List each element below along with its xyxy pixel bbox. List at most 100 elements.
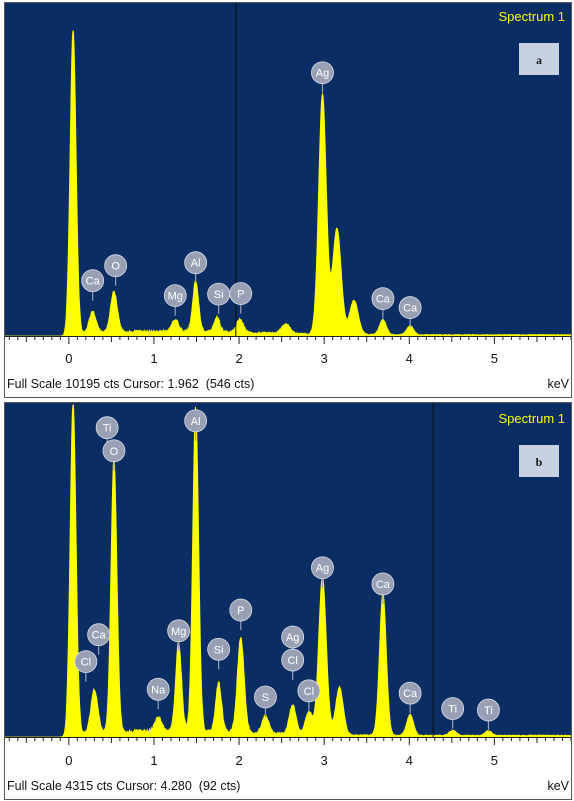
panel-label-box (519, 445, 559, 477)
badge-circle (229, 598, 253, 622)
badge-circle (281, 648, 305, 672)
x-tick-label: 2 (235, 351, 242, 366)
element-badge: Mg (167, 619, 191, 651)
element-badge: Ag (311, 61, 334, 93)
badge-label: Al (191, 258, 201, 270)
spectrum-chart-b: Ti O Al Ca Cl Mg Na Si P S Ag Cl Cl Ag Ca Ca Ti Ti Spectr… (5, 403, 571, 768)
badge-label: Ti (103, 423, 112, 435)
x-tick-label: 4 (406, 753, 413, 768)
badge-label: Cl (81, 657, 91, 669)
badge-circle (74, 650, 98, 673)
badge-label: Ca (92, 630, 107, 642)
badge-circle (281, 625, 305, 649)
badge-circle (477, 698, 500, 722)
cursor-readout: Cursor: 4.280 (116, 779, 192, 793)
spectrum-trace (5, 404, 571, 738)
footer-status: Full Scale 10195 cts Cursor: 1.962 (546 … (7, 377, 254, 391)
badge-circle (311, 61, 334, 85)
x-tick-label: 0 (65, 351, 72, 366)
badge-circle (441, 697, 465, 720)
x-tick-label: 4 (406, 351, 413, 366)
footer-status: Full Scale 4315 cts Cursor: 4.280 (92 ct… (7, 779, 240, 793)
panel-label-box (519, 43, 559, 75)
trace-layer (5, 30, 571, 337)
badge-label: O (110, 446, 119, 458)
element-badge: Ag (311, 556, 334, 588)
badge-label: Ca (376, 579, 391, 591)
badge-label: Mg (171, 626, 186, 638)
badge-label: Al (191, 416, 201, 428)
plot-area (5, 403, 571, 737)
badge-label: Si (214, 644, 224, 656)
spectrum-title: Spectrum 1 (499, 9, 565, 24)
badge-circle (371, 287, 395, 311)
badge-label: Ag (316, 68, 329, 80)
element-badge: Ti (477, 698, 500, 731)
element-badge: Ca (81, 269, 105, 301)
badge-circle (207, 637, 231, 661)
element-badge: Ca (371, 287, 395, 319)
trace-layer (5, 404, 571, 738)
element-badge: Cl (74, 650, 98, 682)
x-tick-label: 0 (65, 753, 72, 768)
badge-circle (254, 685, 277, 709)
badge-circle (297, 679, 321, 703)
x-axis-unit: keV (547, 779, 569, 793)
full-scale-readout: Full Scale 10195 cts (7, 377, 120, 391)
x-tick-label: 1 (150, 351, 157, 366)
x-tick-label: 5 (491, 351, 498, 366)
x-axis-unit: keV (547, 377, 569, 391)
badge-circle (167, 619, 191, 643)
badge-label: S (262, 692, 269, 704)
spectrum-chart-a: Ca O Mg Al Si P Ag Ca Ca Spectrum 1 a 0 1 2 3 4 5 (5, 3, 571, 366)
x-tick-label: 2 (235, 753, 242, 768)
badge-label: Cl (304, 686, 314, 698)
full-scale-readout: Full Scale 4315 cts (7, 779, 113, 793)
badge-label: Ca (403, 688, 418, 700)
badge-layer: Ti O Al Ca Cl Mg Na Si P S Ag Cl Cl Ag Ca Ca Ti Ti (74, 409, 500, 731)
badge-circle (398, 681, 422, 705)
element-badge: Cl (297, 679, 321, 711)
element-badge: Cl (281, 648, 305, 681)
badge-label: Ag (286, 632, 299, 644)
element-badge: Ca (371, 572, 395, 604)
element-badge: Ca (398, 296, 422, 328)
panel-label: a (536, 53, 542, 67)
element-badge: O (102, 439, 126, 471)
x-tick-label: 5 (491, 753, 498, 768)
element-badge: Ca (87, 623, 111, 655)
badge-circle (81, 269, 105, 293)
badge-label: Si (214, 289, 224, 301)
x-tick-label: 3 (321, 753, 328, 768)
badge-circle (95, 416, 119, 440)
badge-circle (184, 409, 208, 433)
element-badge: S (254, 685, 277, 717)
badge-circle (398, 296, 422, 319)
badge-circle (102, 439, 126, 463)
badge-label: Ti (484, 705, 493, 717)
badge-label: Ca (403, 303, 418, 315)
badge-label: Cl (287, 655, 297, 667)
badge-label: Ag (316, 563, 329, 575)
badge-label: P (237, 289, 244, 301)
element-badge: Si (207, 637, 231, 670)
x-tick-label: 1 (150, 753, 157, 768)
badge-layer: Ca O Mg Al Si P Ag Ca Ca (81, 61, 422, 328)
badge-circle (184, 251, 208, 275)
tick-layer: 0 1 2 3 4 5 (8, 336, 571, 366)
element-badge: O (104, 254, 128, 286)
badge-circle (104, 254, 128, 278)
element-badge: P (229, 598, 253, 631)
element-badge: Mg (163, 284, 187, 316)
spectrum-trace (5, 30, 571, 337)
spectrum-panel-a: Ca O Mg Al Si P Ag Ca Ca Spectrum 1 a 0 1 2 3 4 5 Ful… (4, 2, 572, 398)
element-badge: Al (184, 409, 208, 441)
element-badge: Al (184, 251, 208, 283)
badge-label: Ti (448, 704, 457, 716)
spectrum-title: Spectrum 1 (499, 411, 565, 426)
badge-label: P (237, 605, 244, 617)
badge-label: Ca (86, 276, 101, 288)
x-tick-label: 3 (321, 351, 328, 366)
panel-label: b (536, 455, 543, 469)
badge-label: Na (151, 684, 166, 696)
